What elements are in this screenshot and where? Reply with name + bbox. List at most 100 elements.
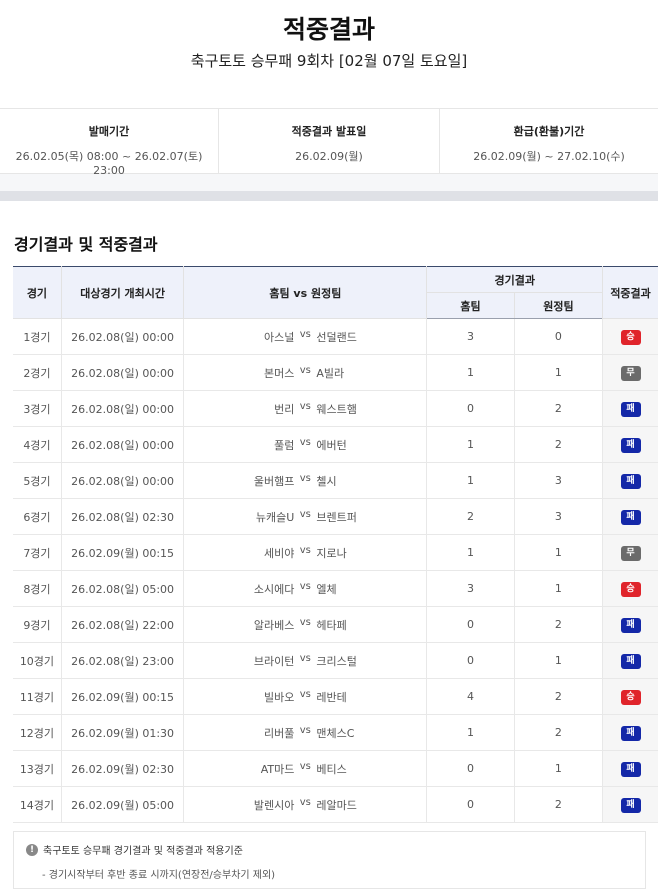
- result-badge: 패: [620, 473, 641, 489]
- info-label: 발매기간: [88, 125, 130, 138]
- away-score: 2: [514, 606, 604, 643]
- match: 알라베스 vs 헤타페: [183, 606, 428, 643]
- note-box: ! 축구토토 승무패 경기결과 및 적중결과 적용기준 - 경기시작부터 후반 종…: [13, 831, 646, 889]
- away-score: 1: [514, 642, 604, 679]
- game-number: 13경기: [13, 750, 62, 787]
- vs-label: vs: [299, 436, 311, 448]
- info-value: 26.02.09(월): [295, 150, 363, 163]
- result-cell: 패: [602, 786, 658, 823]
- info-announce-date: 적중결과 발표일 26.02.09(월): [219, 109, 440, 173]
- match: 본머스 vs A빌라: [183, 354, 428, 391]
- match: 울버햄프 vs 첼시: [183, 462, 428, 499]
- away-score: 2: [514, 678, 604, 715]
- result-badge: 승: [620, 581, 641, 597]
- home-team: 아스널: [263, 330, 295, 344]
- result-cell: 무: [602, 354, 658, 391]
- away-team: 브렌트퍼: [316, 510, 357, 524]
- match: 뉴캐슬U vs 브렌트퍼: [183, 498, 428, 535]
- vs-label: vs: [299, 688, 311, 700]
- game-number: 3경기: [13, 390, 62, 427]
- result-badge: 무: [620, 365, 641, 381]
- page-title: 적중결과: [282, 15, 375, 44]
- home-team: 알라베스: [253, 618, 295, 632]
- result-cell: 패: [602, 426, 658, 463]
- home-score: 0: [426, 606, 515, 643]
- away-team: 엘체: [316, 582, 337, 596]
- vs-label: vs: [299, 508, 311, 520]
- table-row: 12경기 26.02.09(월) 01:30 리버풀 vs 맨체스C 1 2 패: [13, 714, 658, 751]
- table-row: 3경기 26.02.08(일) 00:00 번리 vs 웨스트햄 0 2 패: [13, 390, 658, 427]
- header-match: 홈팀 vs 원정팀: [183, 266, 428, 319]
- match: 아스널 vs 선덜랜드: [183, 318, 428, 355]
- table-row: 10경기 26.02.08(일) 23:00 브라이턴 vs 크리스털 0 1 패: [13, 642, 658, 679]
- away-score: 1: [514, 354, 604, 391]
- home-team: 세비야: [263, 546, 295, 560]
- header-result: 적중결과: [602, 266, 658, 319]
- result-badge: 패: [620, 401, 641, 417]
- away-score: 3: [514, 498, 604, 535]
- table-row: 1경기 26.02.08(일) 00:00 아스널 vs 선덜랜드 3 0 승: [13, 318, 658, 355]
- note-desc: - 경기시작부터 후반 종료 시까지(연장전/승부차기 제외): [42, 870, 276, 881]
- vs-label: vs: [299, 328, 311, 340]
- result-badge: 패: [620, 653, 641, 669]
- game-number: 11경기: [13, 678, 62, 715]
- away-score: 3: [514, 462, 604, 499]
- table-row: 11경기 26.02.09(월) 00:15 빌바오 vs 레반테 4 2 승: [13, 678, 658, 715]
- exclamation-icon: !: [26, 843, 38, 856]
- info-sale-period: 발매기간 26.02.05(목) 08:00 ~ 26.02.07(토) 23:…: [0, 109, 219, 177]
- match: AT마드 vs 베티스: [183, 750, 428, 787]
- header-score: 경기결과: [426, 266, 604, 293]
- match: 빌바오 vs 레반테: [183, 678, 428, 715]
- game-time: 26.02.08(일) 00:00: [61, 426, 185, 463]
- home-score: 1: [426, 714, 515, 751]
- match: 발렌시아 vs 레알마드: [183, 786, 428, 823]
- game-time: 26.02.09(월) 01:30: [61, 714, 185, 751]
- away-team: 지로나: [316, 546, 347, 560]
- result-cell: 패: [602, 462, 658, 499]
- vs-label: vs: [299, 652, 311, 664]
- results-table: 경기 대상경기 개최시간 홈팀 vs 원정팀 경기결과 적중결과 홈팀 원정팀 …: [13, 266, 658, 823]
- table-row: 2경기 26.02.08(일) 00:00 본머스 vs A빌라 1 1 무: [13, 354, 658, 391]
- result-cell: 패: [602, 498, 658, 535]
- game-number: 2경기: [13, 354, 62, 391]
- table-row: 9경기 26.02.08(일) 22:00 알라베스 vs 헤타페 0 2 패: [13, 606, 658, 643]
- result-badge: 패: [620, 761, 641, 777]
- info-value: 26.02.05(목) 08:00 ~ 26.02.07(토) 23:00: [15, 150, 203, 177]
- info-label: 환급(환불)기간: [513, 125, 585, 138]
- result-cell: 패: [602, 750, 658, 787]
- away-score: 2: [514, 390, 604, 427]
- vs-label: vs: [299, 580, 311, 592]
- result-badge: 패: [620, 725, 641, 741]
- game-time: 26.02.09(월) 00:15: [61, 534, 185, 571]
- away-team: 에버턴: [316, 438, 347, 452]
- game-number: 4경기: [13, 426, 62, 463]
- divider: [0, 191, 658, 201]
- info-label: 적중결과 발표일: [291, 125, 367, 138]
- home-score: 4: [426, 678, 515, 715]
- away-team: 레알마드: [316, 798, 357, 812]
- table-row: 7경기 26.02.09(월) 00:15 세비야 vs 지로나 1 1 무: [13, 534, 658, 571]
- result-cell: 무: [602, 534, 658, 571]
- game-number: 9경기: [13, 606, 62, 643]
- game-time: 26.02.09(월) 02:30: [61, 750, 185, 787]
- game-time: 26.02.08(일) 00:00: [61, 354, 185, 391]
- game-number: 14경기: [13, 786, 62, 823]
- game-number: 12경기: [13, 714, 62, 751]
- match: 소시에다 vs 엘체: [183, 570, 428, 607]
- game-time: 26.02.08(일) 00:00: [61, 318, 185, 355]
- away-score: 2: [514, 426, 604, 463]
- away-score: 0: [514, 318, 604, 355]
- result-badge: 무: [620, 545, 641, 561]
- away-score: 2: [514, 714, 604, 751]
- result-badge: 패: [620, 797, 641, 813]
- table-row: 13경기 26.02.09(월) 02:30 AT마드 vs 베티스 0 1 패: [13, 750, 658, 787]
- away-team: 크리스털: [316, 654, 357, 668]
- home-score: 1: [426, 534, 515, 571]
- vs-label: vs: [299, 364, 311, 376]
- away-team: 첼시: [316, 474, 337, 488]
- home-score: 0: [426, 390, 515, 427]
- game-number: 1경기: [13, 318, 62, 355]
- result-badge: 패: [620, 509, 641, 525]
- match: 리버풀 vs 맨체스C: [183, 714, 428, 751]
- vs-label: vs: [299, 616, 311, 628]
